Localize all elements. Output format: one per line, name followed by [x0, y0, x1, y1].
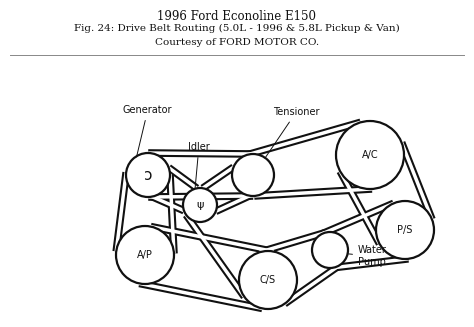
- Circle shape: [116, 226, 174, 284]
- Text: ψ: ψ: [196, 200, 204, 210]
- Text: Idler: Idler: [188, 142, 210, 188]
- Circle shape: [376, 201, 434, 259]
- Text: Water
Pump: Water Pump: [348, 245, 387, 267]
- Text: A/P: A/P: [137, 250, 153, 260]
- Text: Fig. 24: Drive Belt Routing (5.0L - 1996 & 5.8L Pickup & Van): Fig. 24: Drive Belt Routing (5.0L - 1996…: [74, 24, 400, 33]
- Text: Courtesy of FORD MOTOR CO.: Courtesy of FORD MOTOR CO.: [155, 38, 319, 47]
- Circle shape: [232, 154, 274, 196]
- Circle shape: [336, 121, 404, 189]
- Circle shape: [312, 232, 348, 268]
- Circle shape: [126, 153, 170, 197]
- Text: Tensioner: Tensioner: [265, 107, 319, 158]
- Text: P/S: P/S: [397, 225, 413, 235]
- Circle shape: [183, 188, 217, 222]
- Text: ↄ: ↄ: [144, 167, 152, 182]
- Text: C/S: C/S: [260, 275, 276, 285]
- Circle shape: [239, 251, 297, 309]
- Text: A/C: A/C: [362, 150, 378, 160]
- Text: Generator: Generator: [123, 105, 173, 157]
- Text: 1996 Ford Econoline E150: 1996 Ford Econoline E150: [157, 10, 317, 23]
